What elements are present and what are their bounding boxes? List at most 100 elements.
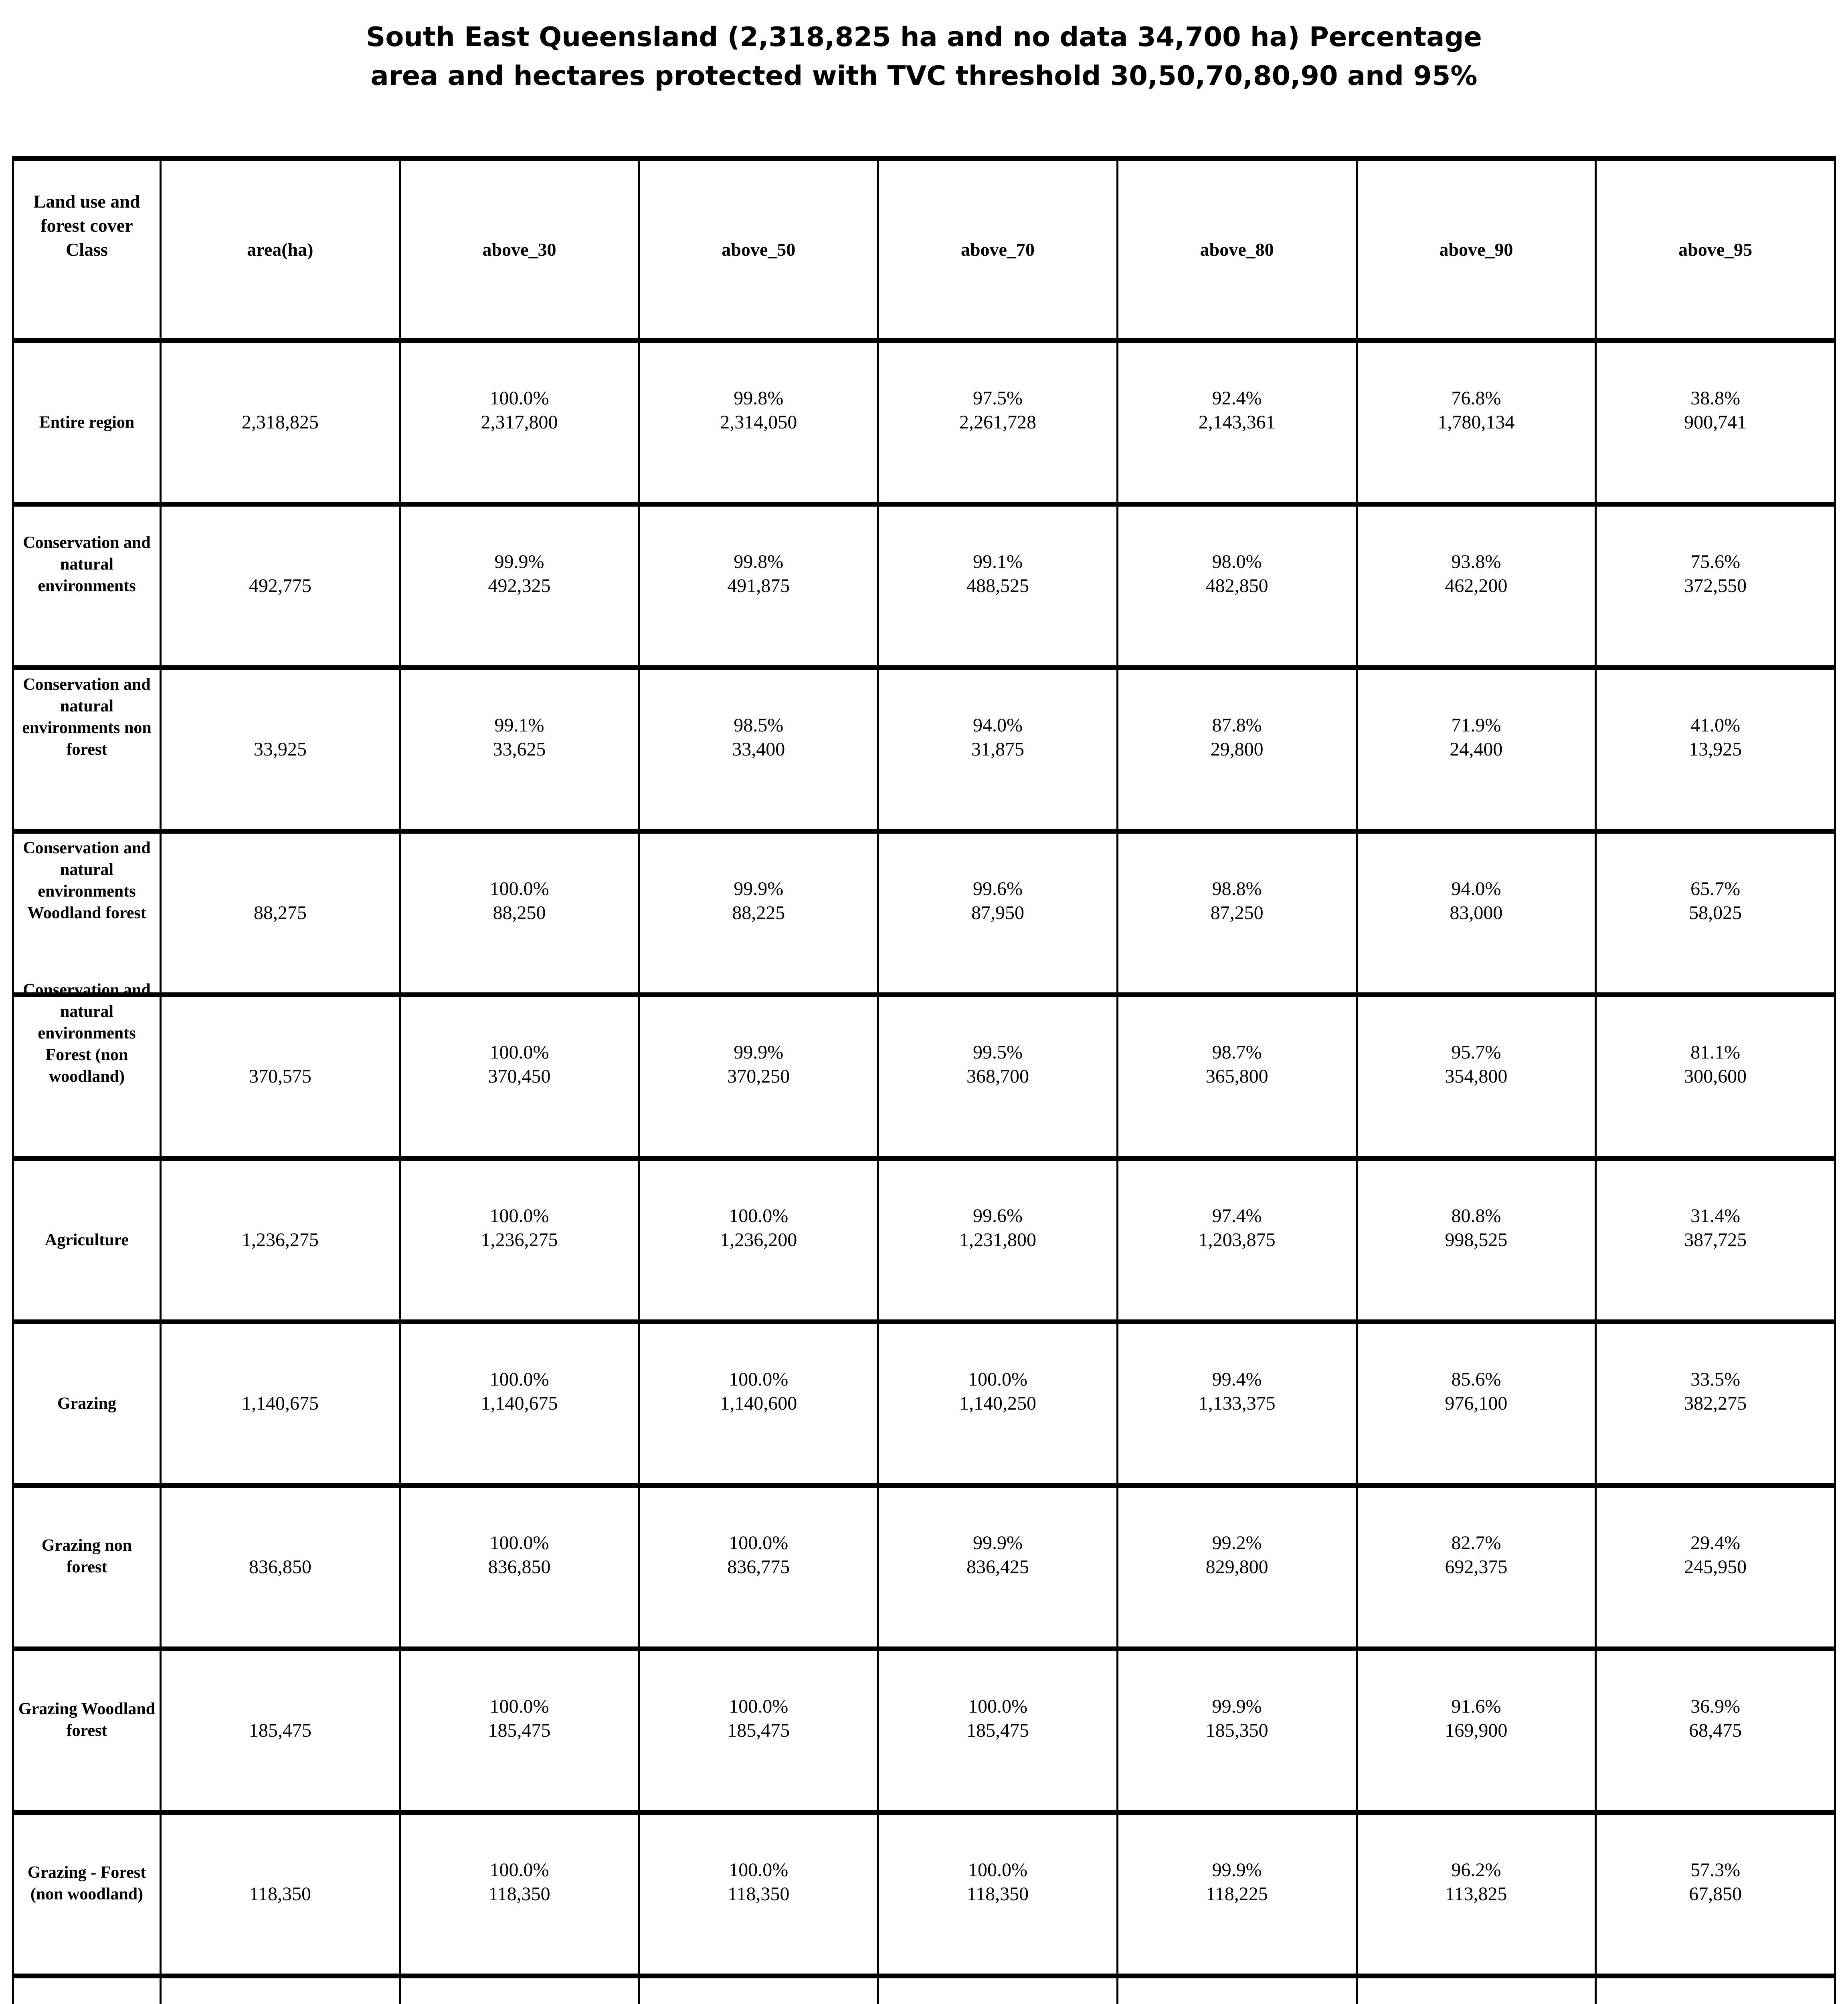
threshold-cell: 97.4% 1,203,875 <box>1116 1158 1358 1322</box>
percent-and-hectares: 82.7% 692,375 <box>1445 1532 1508 1578</box>
threshold-cell: 100.0% 88,250 <box>398 831 640 995</box>
table-row: Conservation and natural environments no… <box>12 668 1836 831</box>
area-value: 370,575 <box>249 1066 311 1087</box>
header-above-80: above_80 <box>1116 159 1358 341</box>
threshold-cell: 94.0% 31,875 <box>877 668 1118 831</box>
percent-and-hectares: 99.6% 87,950 <box>971 878 1024 923</box>
threshold-cell: 100.0% 1,236,275 <box>398 1158 640 1322</box>
threshold-cell: 98.5% 33,400 <box>638 668 880 831</box>
area-cell: 185,475 <box>160 1649 401 1812</box>
percent-and-hectares: 71.9% 24,400 <box>1450 715 1503 760</box>
percent-and-hectares: 100.0% 118,350 <box>966 1859 1029 1905</box>
percent-and-hectares: 100.0% 1,140,250 <box>959 1369 1036 1414</box>
threshold-cell: 95.9% 66,675 <box>877 1976 1118 2004</box>
row-label-cell: Grazing <box>12 1322 162 1485</box>
row-label: Entire region <box>39 413 135 432</box>
threshold-cell: 99.9% 118,225 <box>1116 1812 1358 1976</box>
threshold-cell: 99.8% 2,314,050 <box>638 341 880 504</box>
header-class-label: Land use and forest cover Class <box>33 191 140 260</box>
threshold-cell: 99.9% 185,350 <box>1116 1649 1358 1812</box>
threshold-cell: 99.8% 491,875 <box>638 504 880 668</box>
percent-and-hectares: 87.8% 29,800 <box>1210 715 1264 760</box>
threshold-cell: 99.9% 88,225 <box>638 831 880 995</box>
threshold-cell: 98.7% 365,800 <box>1116 995 1358 1158</box>
percent-and-hectares: 99.8% 2,314,050 <box>720 388 797 433</box>
percent-and-hectares: 99.9% 118,225 <box>1206 1859 1268 1905</box>
percent-and-hectares: 94.0% 31,875 <box>971 715 1024 760</box>
threshold-cell: 3.8% 2,650 <box>1595 1976 1836 2004</box>
threshold-cell: 57.3% 67,850 <box>1595 1812 1836 1976</box>
percent-and-hectares: 33.5% 382,275 <box>1684 1369 1747 1414</box>
threshold-cell: 100.0% 1,140,600 <box>638 1322 880 1485</box>
percent-and-hectares: 75.6% 372,550 <box>1684 551 1747 596</box>
landuse-table-wrapper: Land use and forest cover Class area(ha)… <box>12 156 1836 2004</box>
table-row: Grazing Woodland forest 185,475 100.0% 185… <box>12 1649 1836 1812</box>
header-above-30: above_30 <box>398 159 640 341</box>
row-label-cell: Conservation and natural environments Fo… <box>12 981 162 1158</box>
table-row: Conservation and natural environments Wo… <box>12 831 1836 995</box>
row-label-cell: Agriculture <box>12 1158 162 1322</box>
area-value: 492,775 <box>249 575 311 596</box>
percent-and-hectares: 65.7% 58,025 <box>1689 878 1742 923</box>
row-label-cell: Grazing - Forest (non woodland) <box>12 1812 162 1976</box>
area-cell: 69,550 <box>160 1976 401 2004</box>
percent-and-hectares: 97.4% 1,203,875 <box>1198 1205 1276 1250</box>
table-row: Conservation and natural environments 492… <box>12 504 1836 668</box>
threshold-cell: 100.0% 1,236,200 <box>638 1158 880 1322</box>
area-value: 2,318,825 <box>241 412 319 433</box>
threshold-cell: 99.1% 33,625 <box>398 668 640 831</box>
percent-and-hectares: 99.9% 492,325 <box>488 551 551 596</box>
row-label-cell: Grazing Woodland forest <box>12 1649 162 1812</box>
percent-and-hectares: 100.0% 1,140,675 <box>481 1369 558 1414</box>
percent-and-hectares: 100.0% 1,236,200 <box>720 1205 797 1250</box>
threshold-cell: 91.6% 169,900 <box>1355 1649 1597 1812</box>
percent-and-hectares: 100.0% 185,475 <box>727 1696 790 1741</box>
threshold-cell: 41.0% 13,925 <box>1595 668 1836 831</box>
threshold-cell: 71.9% 24,400 <box>1355 668 1597 831</box>
row-label-cell: Conservation and natural environments <box>12 504 162 668</box>
percent-and-hectares: 76.8% 1,780,134 <box>1438 388 1515 433</box>
percent-and-hectares: 95.7% 354,800 <box>1445 1042 1508 1087</box>
area-value: 1,236,275 <box>241 1229 319 1250</box>
percent-and-hectares: 98.7% 365,800 <box>1205 1042 1268 1087</box>
percent-and-hectares: 100.0% 88,250 <box>489 878 549 923</box>
threshold-cell: 31.4% 387,725 <box>1595 1158 1836 1322</box>
header-above-90: above_90 <box>1355 159 1597 341</box>
area-cell: 492,775 <box>160 504 401 668</box>
percent-and-hectares: 99.9% 836,425 <box>966 1532 1029 1578</box>
row-label: Agriculture <box>44 1231 129 1249</box>
percent-and-hectares: 99.5% 368,700 <box>966 1042 1029 1087</box>
percent-and-hectares: 91.6% 169,900 <box>1445 1696 1508 1741</box>
row-label-cell: Conservation and natural environments no… <box>12 668 162 831</box>
threshold-cell: 99.9% 836,425 <box>877 1485 1118 1649</box>
area-value: 33,925 <box>253 739 307 760</box>
percent-and-hectares: 36.9% 68,475 <box>1689 1696 1742 1741</box>
row-label: Grazing non forest <box>41 1536 132 1576</box>
percent-and-hectares: 99.1% 488,525 <box>966 551 1029 596</box>
percent-and-hectares: 97.5% 2,261,728 <box>959 388 1036 433</box>
percent-and-hectares: 29.4% 245,950 <box>1684 1532 1747 1578</box>
row-label: Conservation and natural environments no… <box>22 675 152 759</box>
threshold-cell: 100.0% 185,475 <box>398 1649 640 1812</box>
table-row: Conservation and natural environments Fo… <box>12 981 1836 1158</box>
header-above-50: above_50 <box>638 159 880 341</box>
table-row: Grazing non forest 836,850 100.0% 836,850 1… <box>12 1485 1836 1649</box>
table-row: Irrigation69,550100.0% 69,550100.0% 69,5… <box>12 1976 1836 2004</box>
threshold-cell: 36.9% 68,475 <box>1595 1649 1836 1812</box>
header-row: Land use and forest cover Class area(ha)… <box>12 159 1836 341</box>
percent-and-hectares: 38.8% 900,741 <box>1684 388 1747 433</box>
threshold-cell: 99.6% 1,231,800 <box>877 1158 1118 1322</box>
threshold-cell: 100.0% 118,350 <box>877 1812 1118 1976</box>
row-label: Conservation and natural environments Wo… <box>23 839 151 922</box>
threshold-cell: 99.1% 488,525 <box>877 504 1118 668</box>
percent-and-hectares: 99.6% 1,231,800 <box>959 1205 1036 1250</box>
threshold-cell: 87.8% 29,800 <box>1116 668 1358 831</box>
percent-and-hectares: 99.2% 829,800 <box>1205 1532 1268 1578</box>
percent-and-hectares: 100.0% 2,317,800 <box>481 388 558 433</box>
area-cell: 2,318,825 <box>160 341 401 504</box>
table-row: Agriculture 1,236,275 100.0% 1,236,275 100.… <box>12 1158 1836 1322</box>
percent-and-hectares: 98.0% 482,850 <box>1205 551 1268 596</box>
threshold-cell: 99.5% 368,700 <box>877 995 1118 1158</box>
page-title: South East Queensland (2,318,825 ha and … <box>366 21 1482 92</box>
table-row: Grazing - Forest (non woodland) 118,350 10… <box>12 1812 1836 1976</box>
